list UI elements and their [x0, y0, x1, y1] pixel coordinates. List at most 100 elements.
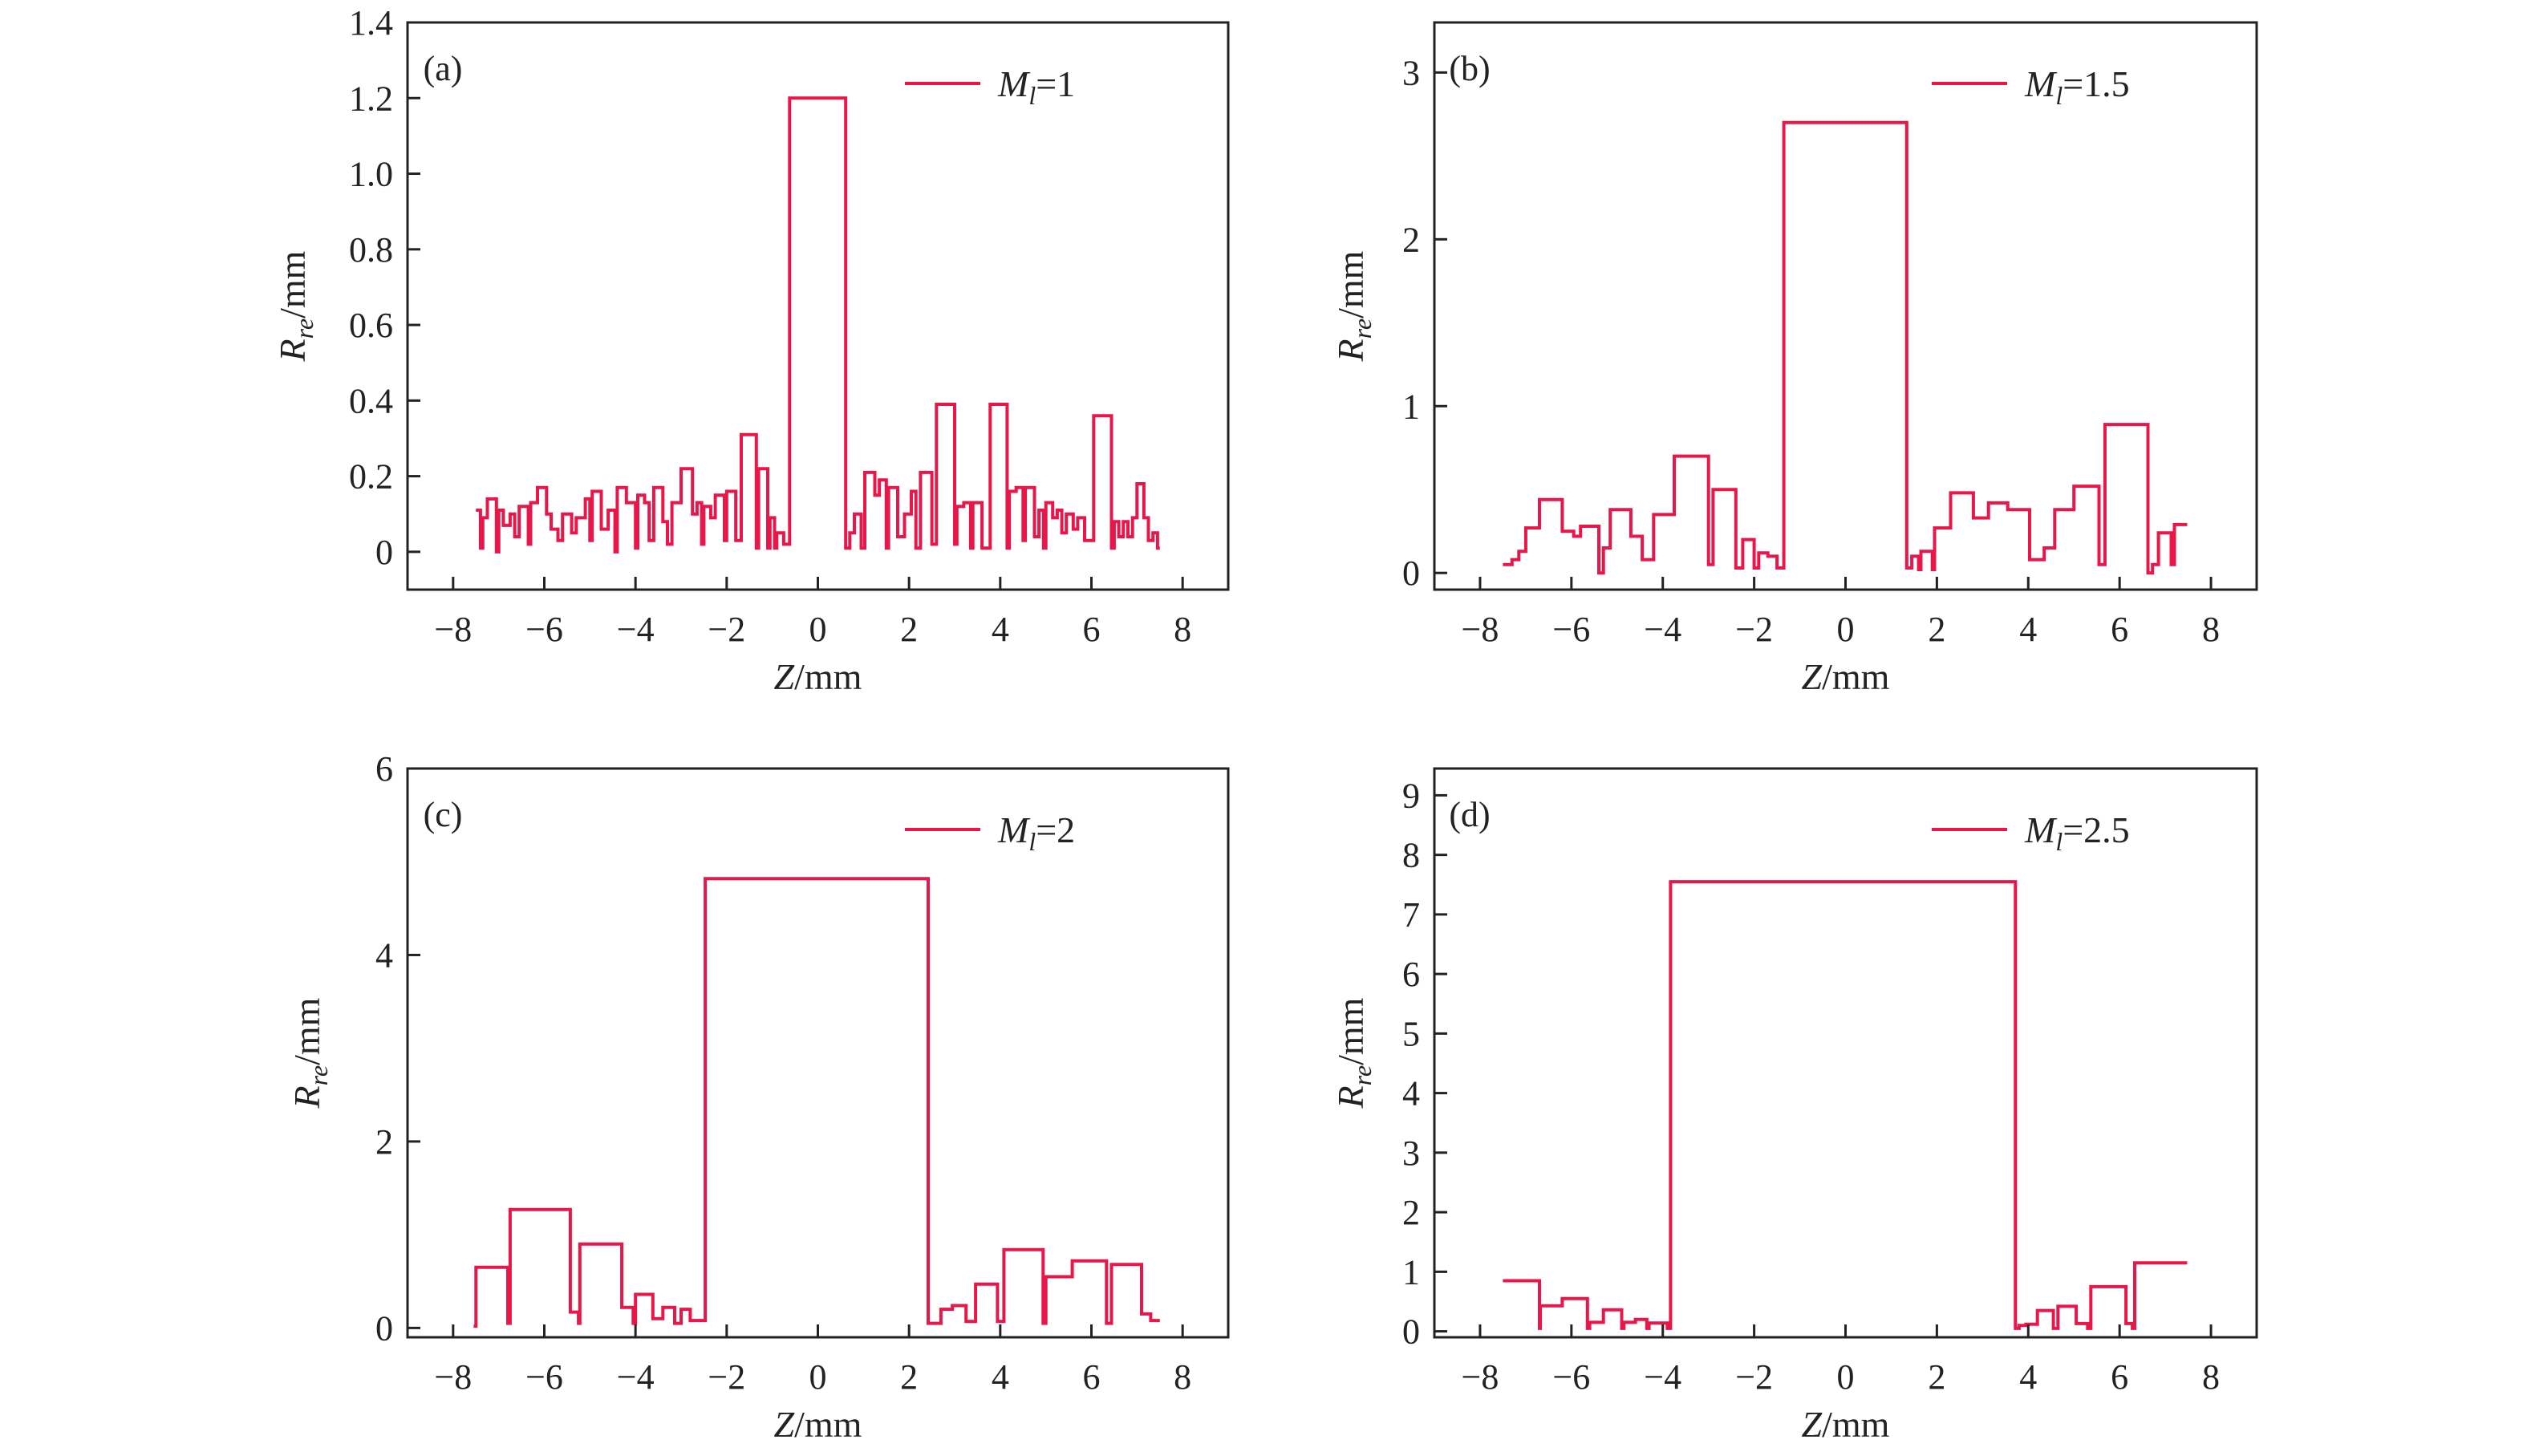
- x-tick-label: −2: [708, 1357, 745, 1397]
- y-tick-label: 6: [1402, 955, 1420, 994]
- x-axis-symbol: Z: [774, 1404, 795, 1445]
- y-tick-label: 1: [1402, 387, 1420, 426]
- y-tick-label: 1.4: [349, 3, 393, 43]
- x-tick-label: −2: [708, 610, 745, 649]
- x-tick-label: −2: [1735, 1357, 1773, 1397]
- y-axis-title: Rre/mm: [1330, 250, 1377, 362]
- x-tick-label: 6: [1083, 1357, 1101, 1397]
- panel-label: (c): [424, 795, 463, 834]
- series-line: [473, 877, 1160, 1328]
- x-axis-unit: /mm: [794, 656, 862, 697]
- x-tick-label: −8: [434, 1357, 472, 1397]
- x-axis-title: Z/mm: [774, 656, 862, 697]
- plot-frame: [1433, 21, 2258, 591]
- y-tick-label: 3: [1402, 53, 1420, 92]
- legend-symbol: M: [997, 809, 1031, 850]
- plot-frame: [1433, 767, 2258, 1339]
- series-line: [476, 96, 1160, 554]
- y-axis-symbol: R: [1330, 1085, 1371, 1109]
- y-axis-title: Rre/mm: [286, 997, 333, 1109]
- panel-label: (a): [424, 49, 463, 88]
- x-tick-label: 8: [2202, 610, 2220, 649]
- series-line: [1503, 880, 2188, 1330]
- panel-label: (d): [1449, 795, 1490, 834]
- x-tick-label: −8: [1462, 610, 1499, 649]
- y-axis-symbol: R: [286, 1085, 327, 1109]
- x-tick-label: 0: [809, 610, 827, 649]
- y-tick-label: 6: [375, 749, 393, 789]
- y-axis-unit: /mm: [272, 250, 313, 318]
- y-axis-title: Rre/mm: [272, 250, 318, 362]
- legend-subscript: l: [2055, 827, 2063, 856]
- legend: Ml=1.5: [1932, 63, 2130, 110]
- x-tick-label: −4: [617, 610, 655, 649]
- x-tick-label: −6: [525, 610, 563, 649]
- legend-value: =2: [1036, 809, 1075, 850]
- x-axis-symbol: Z: [1802, 1404, 1823, 1445]
- x-tick-label: 4: [992, 1357, 1009, 1397]
- y-tick-label: 4: [375, 935, 393, 975]
- x-tick-label: −2: [1735, 610, 1773, 649]
- legend-label: Ml=1: [997, 63, 1075, 110]
- x-tick-label: 2: [900, 610, 918, 649]
- x-tick-label: 6: [2111, 1357, 2128, 1397]
- x-tick-label: 4: [2019, 610, 2037, 649]
- legend: Ml=1: [905, 63, 1075, 110]
- y-tick-label: 0: [1402, 1312, 1420, 1352]
- legend-value: =2.5: [2063, 809, 2129, 850]
- x-tick-label: −6: [525, 1357, 563, 1397]
- x-tick-label: 6: [1083, 610, 1101, 649]
- x-axis-title: Z/mm: [1802, 656, 1890, 697]
- legend: Ml=2.5: [1932, 809, 2130, 856]
- x-axis-symbol: Z: [1802, 656, 1823, 697]
- y-tick-label: 0.2: [349, 457, 393, 497]
- legend-subscript: l: [1028, 81, 1036, 110]
- x-tick-label: 8: [1174, 610, 1191, 649]
- y-tick-label: 0: [375, 533, 393, 572]
- plot-frame: [406, 767, 1230, 1339]
- y-tick-label: 0.8: [349, 230, 393, 270]
- y-tick-label: 1.2: [349, 79, 393, 118]
- x-tick-label: 8: [2202, 1357, 2220, 1397]
- y-tick-label: 0.4: [349, 381, 393, 420]
- legend-subscript: l: [1028, 827, 1036, 856]
- y-tick-label: 0: [1402, 554, 1420, 593]
- y-axis-symbol: R: [272, 339, 313, 362]
- x-tick-label: −4: [1644, 610, 1681, 649]
- y-axis-subscript: re: [1348, 1065, 1377, 1085]
- y-tick-label: 0.6: [349, 306, 393, 345]
- y-tick-label: 4: [1402, 1074, 1420, 1113]
- legend-value: =1.5: [2063, 63, 2129, 104]
- panel-label: (b): [1449, 49, 1490, 88]
- y-tick-label: 0: [375, 1308, 393, 1348]
- y-axis-subscript: re: [1348, 318, 1377, 339]
- y-tick-label: 1: [1402, 1252, 1420, 1292]
- legend-label: Ml=2: [997, 809, 1075, 856]
- legend: Ml=2: [905, 809, 1075, 856]
- x-tick-label: −4: [1644, 1357, 1681, 1397]
- legend-symbol: M: [2024, 63, 2058, 104]
- legend-symbol: M: [2024, 809, 2058, 850]
- y-axis-title: Rre/mm: [1330, 997, 1377, 1109]
- y-tick-label: 9: [1402, 776, 1420, 815]
- x-tick-label: 6: [2111, 610, 2128, 649]
- x-tick-label: 0: [1837, 610, 1855, 649]
- x-axis-symbol: Z: [774, 656, 795, 697]
- x-tick-label: −8: [1462, 1357, 1499, 1397]
- y-axis-subscript: re: [290, 318, 318, 339]
- series-line: [1503, 120, 2188, 575]
- y-tick-label: 2: [1402, 220, 1420, 259]
- y-axis-unit: /mm: [1330, 997, 1371, 1065]
- x-tick-label: 0: [1837, 1357, 1855, 1397]
- y-tick-label: 2: [375, 1122, 393, 1162]
- x-tick-label: 0: [809, 1357, 827, 1397]
- x-tick-label: −4: [617, 1357, 655, 1397]
- y-tick-label: 7: [1402, 895, 1420, 935]
- x-axis-unit: /mm: [794, 1404, 862, 1445]
- y-tick-label: 5: [1402, 1014, 1420, 1053]
- y-axis-symbol: R: [1330, 339, 1371, 362]
